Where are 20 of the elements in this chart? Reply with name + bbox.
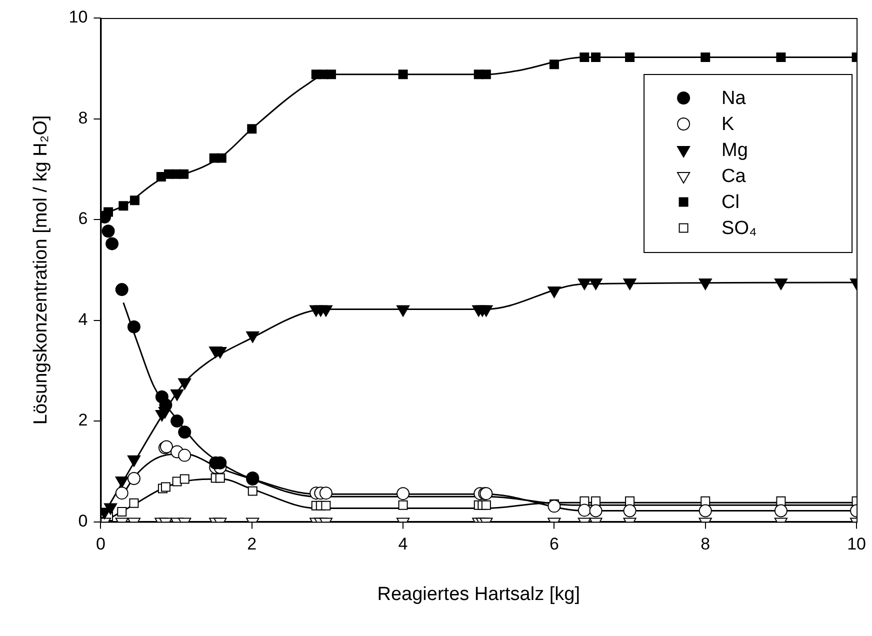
x-tick-label: 2 xyxy=(247,534,257,554)
legend-label: SO₄ xyxy=(722,218,757,240)
x-tick-label: 10 xyxy=(847,534,866,554)
x-tick-label: 8 xyxy=(700,534,710,554)
x-axis-title: Reagiertes Hartsalz [kg] xyxy=(377,584,580,605)
y-tick-label: 2 xyxy=(78,410,88,430)
x-tick-label: 4 xyxy=(398,534,408,554)
y-tick-label: 6 xyxy=(78,209,88,228)
x-tick-label: 0 xyxy=(96,534,106,554)
legend-label: Na xyxy=(722,88,746,110)
y-axis-title: Lösungskonzentration [mol / kg H₂O] xyxy=(30,115,52,425)
x-tick-label: 6 xyxy=(549,534,559,554)
y-tick-label: 10 xyxy=(68,8,88,27)
legend-label: Ca xyxy=(722,166,746,188)
y-tick-label: 8 xyxy=(78,108,88,128)
legend-label: K xyxy=(722,114,735,136)
legend-label: Cl xyxy=(722,192,740,214)
y-tick-label: 0 xyxy=(78,511,88,530)
y-tick-label: 4 xyxy=(78,310,88,329)
legend-label: Mg xyxy=(722,140,748,162)
